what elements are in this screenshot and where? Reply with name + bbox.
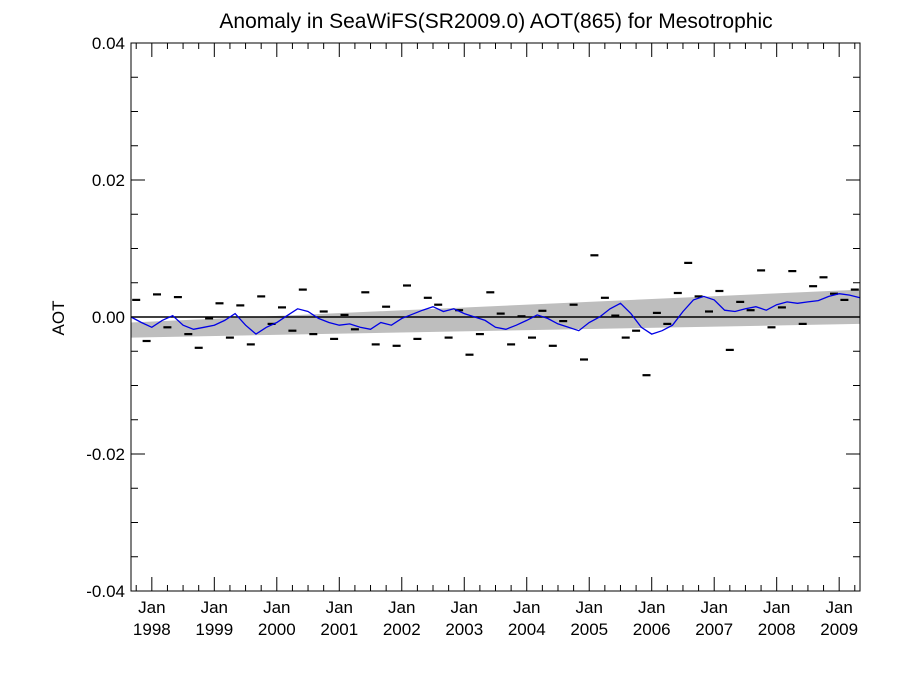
- y-axis-label: AOT: [49, 301, 68, 336]
- y-tick-label: -0.04: [86, 582, 125, 601]
- x-tick-label-month: Jan: [576, 598, 603, 617]
- chart-title: Anomaly in SeaWiFS(SR2009.0) AOT(865) fo…: [219, 10, 772, 33]
- y-ticks-layer: 0.04 0.02 0.00 -0.02 -0.04: [86, 34, 860, 601]
- x-tick-label-year: 2004: [508, 620, 546, 639]
- y-tick-label: 0.02: [92, 171, 125, 190]
- confidence-band: [131, 289, 860, 338]
- x-tick-label-month: Jan: [326, 598, 353, 617]
- x-tick-label-year: 2006: [633, 620, 671, 639]
- x-tick-label-year: 2005: [570, 620, 608, 639]
- x-tick-label-year: 2002: [383, 620, 421, 639]
- y-tick-label: 0.00: [92, 308, 125, 327]
- x-tick-label-month: Jan: [763, 598, 790, 617]
- x-tick-label-year: 2000: [258, 620, 296, 639]
- x-tick-label-year: 2007: [695, 620, 733, 639]
- x-tick-label-year: 2001: [320, 620, 358, 639]
- x-ticks-layer: Jan 1998 Jan 1999 Jan 2000 Jan 2001 Jan 2002 Jan 20…: [133, 43, 858, 639]
- x-tick-label-year: 2009: [820, 620, 858, 639]
- x-tick-label-month: Jan: [825, 598, 852, 617]
- x-tick-label-month: Jan: [700, 598, 727, 617]
- smoothed-line-layer: [130, 293, 861, 335]
- confidence-band-layer: [131, 289, 860, 338]
- monthly-points-layer: [132, 254, 859, 377]
- x-tick-label-year: 1998: [133, 620, 171, 639]
- x-tick-label-year: 2008: [758, 620, 796, 639]
- x-tick-label-month: Jan: [513, 598, 540, 617]
- x-tick-label-month: Jan: [138, 598, 165, 617]
- x-tick-label-year: 1999: [195, 620, 233, 639]
- smoothed-series-line: [130, 293, 861, 335]
- x-tick-label-month: Jan: [263, 598, 290, 617]
- x-tick-label-year: 2003: [445, 620, 483, 639]
- x-tick-label-month: Jan: [451, 598, 478, 617]
- x-tick-label-month: Jan: [638, 598, 665, 617]
- x-tick-label-month: Jan: [201, 598, 228, 617]
- x-tick-label-month: Jan: [388, 598, 415, 617]
- y-tick-label: 0.04: [92, 34, 125, 53]
- y-tick-label: -0.02: [86, 445, 125, 464]
